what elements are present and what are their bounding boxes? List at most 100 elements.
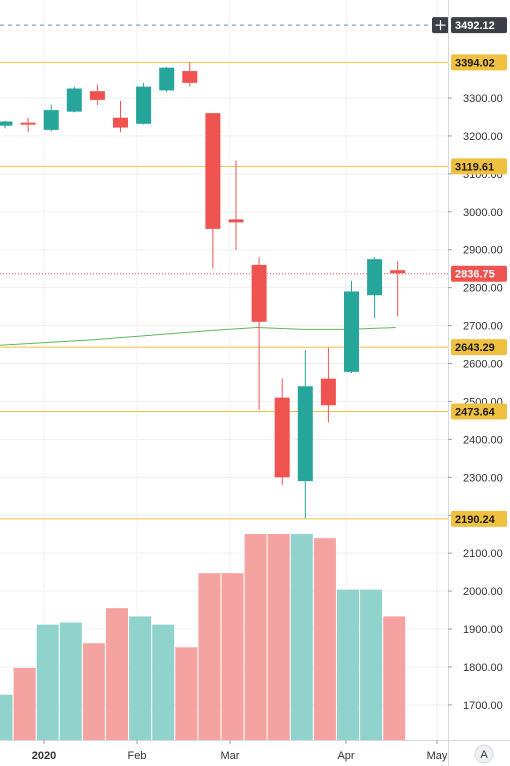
candle-body <box>320 378 336 406</box>
volume-bar <box>175 647 198 740</box>
candle <box>390 261 406 317</box>
volume-bar <box>36 624 59 740</box>
y-tick-label: 3000.00 <box>463 207 503 219</box>
last-price-tag-text: 2836.75 <box>455 269 495 281</box>
candle <box>89 84 105 105</box>
volume-bar <box>152 624 175 740</box>
y-tick-label: 1800.00 <box>463 662 503 674</box>
time-axis[interactable]: 2020 Feb Mar Apr May A <box>0 740 510 764</box>
candle <box>367 257 383 318</box>
level-tag-text: 2473.64 <box>455 406 496 418</box>
candle-body <box>274 397 290 478</box>
volume-bar <box>360 589 383 740</box>
candle-body <box>344 291 359 372</box>
x-tick-label: Mar <box>221 750 240 762</box>
volume-bar <box>129 616 152 740</box>
level-tag: 2190.24 <box>451 510 507 527</box>
price-axis[interactable]: 3300.003200.003100.003000.002900.002800.… <box>448 0 507 766</box>
level-tag: 3394.02 <box>451 54 507 71</box>
volume-bars <box>0 534 406 740</box>
y-tick-label: 1700.00 <box>463 700 503 712</box>
level-tag-bg <box>451 158 507 175</box>
candle <box>228 160 244 250</box>
y-tick-label: 2800.00 <box>463 283 503 295</box>
volume-bar <box>59 622 82 740</box>
candle-body <box>228 219 244 223</box>
candle <box>20 117 36 133</box>
candle-body <box>182 71 198 83</box>
candle-body <box>136 86 152 124</box>
x-tick-label: Apr <box>337 750 354 762</box>
volume-bar <box>337 589 359 740</box>
volume-bar <box>383 616 406 740</box>
candle <box>0 120 13 129</box>
last-price-tag-bg <box>451 265 507 282</box>
crosshair-price-tag: 3492.12 <box>451 17 507 34</box>
volume-bar <box>244 534 267 740</box>
crosshair-price-tag-bg <box>451 17 507 34</box>
level-tag-text: 3119.61 <box>455 161 494 173</box>
y-tick-label: 2700.00 <box>463 321 503 333</box>
auto-scale-icon <box>474 744 494 764</box>
volume-bar <box>106 608 128 740</box>
candle-body <box>251 264 267 322</box>
volume-bar <box>82 643 105 740</box>
candle-body <box>66 88 82 112</box>
auto-scale-label: A <box>480 749 488 761</box>
moving-average-line <box>0 326 396 346</box>
level-tag-text: 3394.02 <box>455 57 495 69</box>
moving-average <box>0 326 396 346</box>
crosshair-price-tag-text: 3492.12 <box>455 20 495 32</box>
candle-body <box>43 110 59 130</box>
volume-bar <box>0 694 13 740</box>
candle <box>274 378 290 485</box>
candle <box>205 113 221 269</box>
candle-body <box>205 113 221 229</box>
volume-bar <box>313 538 336 740</box>
candles <box>0 62 406 519</box>
candle <box>320 347 336 423</box>
y-tick-label: 2300.00 <box>463 472 503 484</box>
candle-body <box>390 270 406 274</box>
y-tick-label: 1900.00 <box>463 624 503 636</box>
crosshair-plus-button[interactable] <box>432 17 449 34</box>
candle-body <box>0 121 13 126</box>
candle-body <box>367 259 383 296</box>
auto-scale-button[interactable]: A <box>474 744 494 764</box>
candle <box>66 86 82 113</box>
candle <box>251 257 267 410</box>
level-tag: 2643.29 <box>451 339 507 356</box>
candle-body <box>113 117 128 128</box>
volume-bar <box>290 534 313 740</box>
candle-body <box>89 91 105 100</box>
volume-bar <box>221 573 244 740</box>
y-tick-label: 3300.00 <box>463 93 503 105</box>
candle-body <box>297 386 313 482</box>
volume-bar <box>198 573 221 740</box>
y-tick-label: 2000.00 <box>463 586 503 598</box>
volume-bar <box>267 534 290 740</box>
level-tag-bg <box>451 339 507 356</box>
x-tick-label: Feb <box>128 750 147 762</box>
level-tag-bg <box>451 54 507 71</box>
last-price-tag: 2836.75 <box>451 265 507 282</box>
y-tick-label: 3200.00 <box>463 131 503 143</box>
horizontal-levels <box>0 61 448 520</box>
level-tag: 2473.64 <box>451 403 507 420</box>
candle <box>136 82 152 125</box>
y-tick-label: 2100.00 <box>463 548 503 560</box>
candle <box>344 280 359 373</box>
y-tick-label: 2900.00 <box>463 245 503 257</box>
level-tag-bg <box>451 403 507 420</box>
level-tag-bg <box>451 510 507 527</box>
candle-body <box>20 122 36 125</box>
candle <box>113 101 128 133</box>
x-tick-label: May <box>427 750 448 762</box>
x-tick-label: 2020 <box>32 750 56 762</box>
level-tag-text: 2190.24 <box>455 514 496 526</box>
candle-body <box>159 67 175 91</box>
y-tick-label: 2400.00 <box>463 434 503 446</box>
candle <box>182 62 198 87</box>
